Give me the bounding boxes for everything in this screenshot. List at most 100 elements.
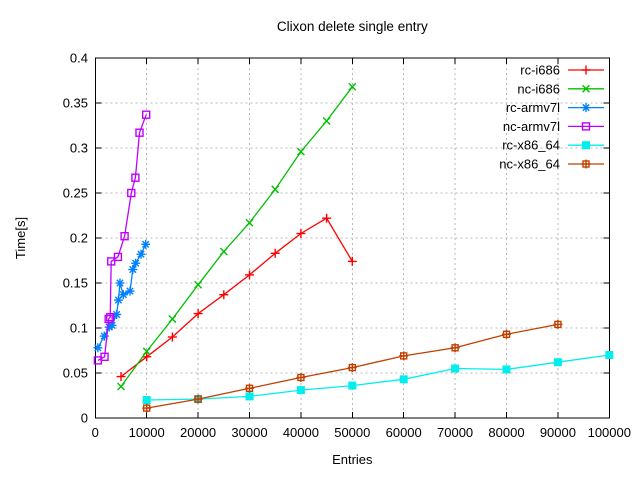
series-line-nc-armv7l xyxy=(97,114,147,361)
y-tick-label: 0.35 xyxy=(63,96,88,111)
legend-item-rc-x86_64: rc-x86_64 xyxy=(502,138,604,153)
x-tick-label: 10000 xyxy=(129,425,165,440)
marker-plus xyxy=(270,248,280,258)
marker-open-square xyxy=(113,252,123,262)
series-nc-x86_64 xyxy=(142,319,563,413)
y-tick-label: 0.4 xyxy=(70,51,88,66)
marker-filled-square xyxy=(502,365,511,374)
y-axis-label: Time[s] xyxy=(13,217,28,259)
legend-label-rc-i686: rc-i686 xyxy=(520,63,560,78)
x-tick-label: 70000 xyxy=(437,425,473,440)
marker-plus xyxy=(581,65,591,75)
series-rc-i686 xyxy=(116,213,357,382)
x-tick-label: 20000 xyxy=(180,425,216,440)
marker-filled-square xyxy=(296,386,305,395)
marker-cross xyxy=(245,218,254,227)
series-line-rc-i686 xyxy=(120,217,353,378)
legend-label-nc-armv7l: nc-armv7l xyxy=(503,119,560,134)
marker-plus xyxy=(322,213,332,223)
marker-open-square xyxy=(106,313,115,322)
marker-boxplus xyxy=(553,319,563,329)
marker-boxplus xyxy=(399,351,409,361)
marker-filled-square xyxy=(142,396,151,404)
series-nc-i686 xyxy=(117,82,357,391)
marker-filled-square xyxy=(605,351,614,359)
marker-filled-square xyxy=(451,364,460,373)
marker-plus xyxy=(347,256,357,266)
marker-cross xyxy=(219,247,228,256)
marker-plus xyxy=(193,309,203,319)
y-tick-label: 0.2 xyxy=(70,231,88,246)
x-tick-label: 100000 xyxy=(588,425,631,440)
marker-asterisk xyxy=(93,343,103,353)
series-nc-armv7l xyxy=(93,110,151,365)
marker-asterisk xyxy=(581,103,591,113)
marker-boxplus xyxy=(347,363,357,373)
y-tick-label: 0.05 xyxy=(63,366,88,381)
y-tick-label: 0.15 xyxy=(63,276,88,291)
series-line-nc-i686 xyxy=(120,86,353,387)
legend-item-nc-x86_64: nc-x86_64 xyxy=(499,157,604,172)
marker-boxplus xyxy=(581,159,591,169)
x-tick-label: 80000 xyxy=(488,425,524,440)
legend-label-rc-x86_64: rc-x86_64 xyxy=(502,138,560,153)
marker-asterisk xyxy=(141,239,151,249)
marker-boxplus xyxy=(245,383,254,393)
x-tick-label: 60000 xyxy=(386,425,422,440)
marker-plus xyxy=(116,372,126,382)
marker-boxplus xyxy=(502,329,511,339)
legend: rc-i686 nc-i686 rc-armv7l nc-armv7l rc-x86_6… xyxy=(499,63,604,172)
marker-cross xyxy=(142,347,151,356)
y-tick-label: 0.3 xyxy=(70,141,88,156)
legend-item-rc-armv7l: rc-armv7l xyxy=(506,100,604,115)
marker-cross xyxy=(271,185,280,194)
marker-plus xyxy=(219,290,229,300)
marker-asterisk xyxy=(118,290,128,300)
x-axis-label: Entries xyxy=(332,452,373,467)
marker-filled-square xyxy=(245,392,254,401)
chart-title: Clixon delete single entry xyxy=(277,19,428,34)
legend-item-nc-i686: nc-i686 xyxy=(517,81,604,96)
marker-cross xyxy=(296,147,305,156)
y-tick-label: 0 xyxy=(81,411,88,426)
marker-open-square xyxy=(127,188,136,198)
legend-label-nc-x86_64: nc-x86_64 xyxy=(499,157,560,172)
marker-filled-square xyxy=(348,381,357,390)
marker-plus xyxy=(142,352,152,362)
marker-plus xyxy=(296,229,306,238)
marker-plus xyxy=(245,270,254,280)
marker-cross xyxy=(117,382,125,391)
marker-open-square xyxy=(100,352,109,361)
x-tick-label: 30000 xyxy=(231,425,267,440)
series-rc-armv7l xyxy=(93,239,151,353)
marker-cross xyxy=(582,84,590,93)
marker-cross xyxy=(168,315,177,323)
marker-open-square xyxy=(104,314,113,324)
marker-filled-square xyxy=(553,358,562,367)
marker-boxplus xyxy=(142,403,152,413)
marker-open-square xyxy=(131,173,140,182)
marker-open-square xyxy=(141,110,151,119)
marker-open-square xyxy=(107,257,116,266)
marker-open-square xyxy=(135,128,144,137)
marker-boxplus xyxy=(296,373,306,382)
marker-asterisk xyxy=(115,278,125,288)
marker-plus xyxy=(167,332,177,342)
marker-cross xyxy=(348,82,357,91)
marker-cross xyxy=(194,280,203,289)
x-tick-label: 50000 xyxy=(334,425,370,440)
marker-asterisk xyxy=(131,258,141,268)
x-tick-label: 90000 xyxy=(540,425,576,440)
marker-asterisk xyxy=(125,286,135,296)
x-tick-label: 0 xyxy=(92,425,99,440)
marker-boxplus xyxy=(193,394,203,404)
legend-label-nc-i686: nc-i686 xyxy=(517,81,560,96)
y-tick-label: 0.1 xyxy=(70,321,88,336)
legend-item-nc-armv7l: nc-armv7l xyxy=(503,119,604,134)
y-tick-label: 0.25 xyxy=(63,186,88,201)
legend-label-rc-armv7l: rc-armv7l xyxy=(506,100,560,115)
marker-open-square xyxy=(581,122,591,131)
x-tick-label: 40000 xyxy=(283,425,319,440)
series-line-rc-x86_64 xyxy=(146,354,610,401)
